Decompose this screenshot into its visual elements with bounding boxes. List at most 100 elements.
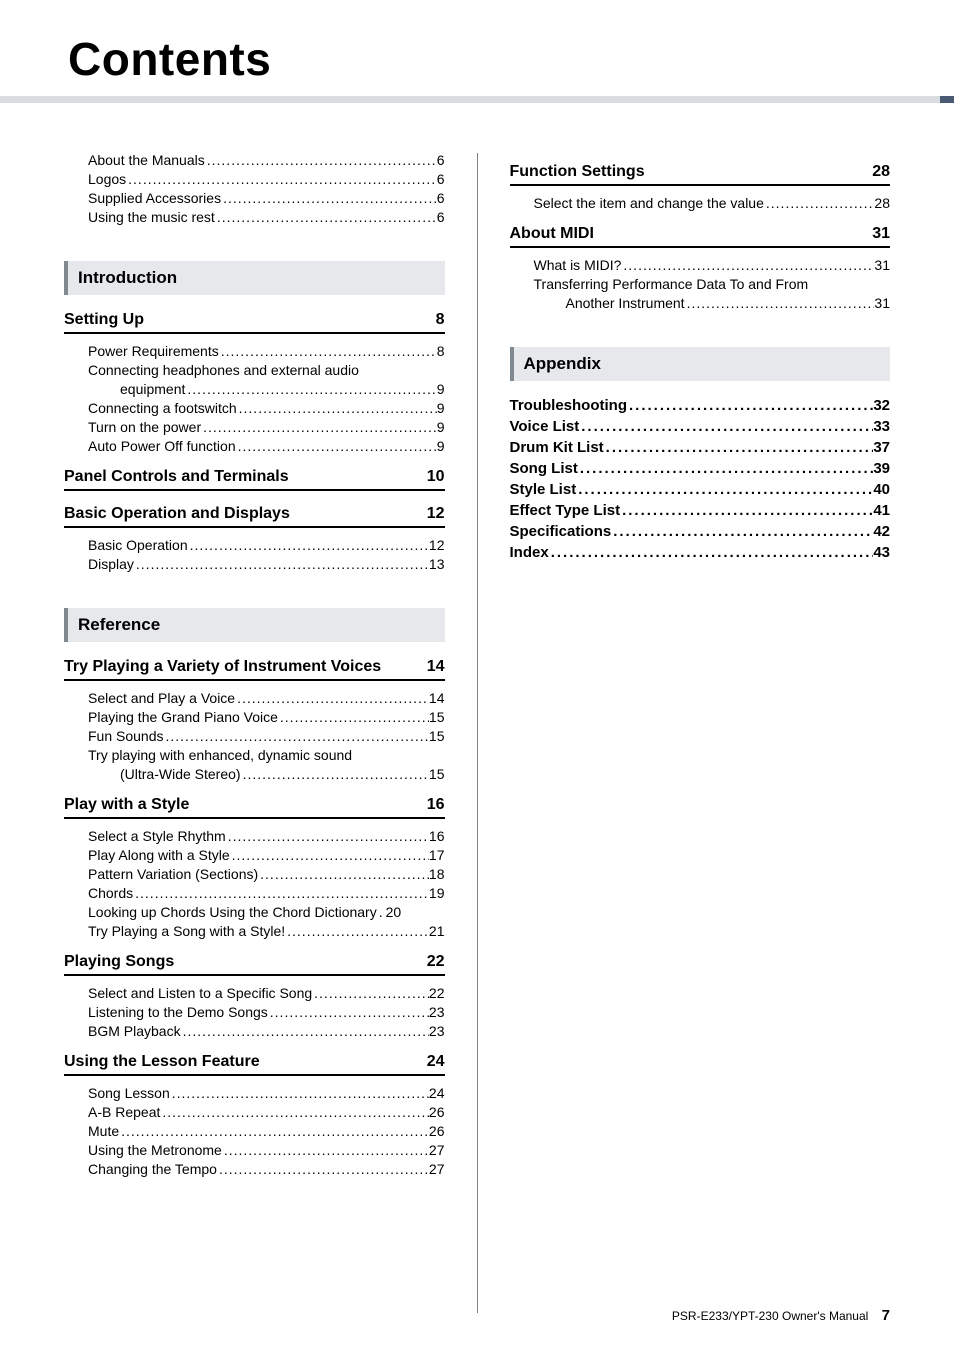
toc-entry-bold[interactable]: Style List..............................… <box>510 481 891 498</box>
toc-entry[interactable]: A-B Repeat..............................… <box>64 1104 445 1120</box>
toc-entry-page: 31 <box>874 295 890 311</box>
toc-entry-label: About the Manuals <box>88 152 205 168</box>
toc-heading[interactable]: Basic Operation and Displays12 <box>64 505 445 528</box>
toc-heading[interactable]: Using the Lesson Feature24 <box>64 1053 445 1076</box>
toc-entry-label: Playing the Grand Piano Voice <box>88 709 278 725</box>
toc-entry[interactable]: Play Along with a Style.................… <box>64 847 445 863</box>
toc-entry[interactable]: Playing the Grand Piano Voice...........… <box>64 709 445 725</box>
toc-entry-continuation[interactable]: equipment...............................… <box>64 381 445 397</box>
toc-leader-dots: ........................................… <box>134 556 429 572</box>
toc-entry-label: Using the music rest <box>88 209 215 225</box>
section-heading: Introduction <box>64 261 445 295</box>
toc-entry[interactable]: Select and Listen to a Specific Song....… <box>64 985 445 1001</box>
toc-heading[interactable]: Function Settings28 <box>510 163 891 186</box>
toc-entry-bold[interactable]: Troubleshooting.........................… <box>510 397 891 414</box>
toc-entry-label: Voice List <box>510 418 580 435</box>
toc-heading-label: Try Playing a Variety of Instrument Voic… <box>64 658 381 676</box>
toc-entry[interactable]: Mute....................................… <box>64 1123 445 1139</box>
toc-entry[interactable]: Fun Sounds..............................… <box>64 728 445 744</box>
toc-heading[interactable]: Playing Songs22 <box>64 953 445 976</box>
toc-entry[interactable]: Power Requirements......................… <box>64 343 445 359</box>
toc-leader-dots: ........................................… <box>621 257 874 273</box>
toc-entry[interactable]: Transferring Performance Data To and Fro… <box>510 276 891 292</box>
toc-entry[interactable]: Changing the Tempo......................… <box>64 1161 445 1177</box>
toc-heading[interactable]: Play with a Style16 <box>64 796 445 819</box>
column-divider <box>477 153 478 1313</box>
toc-entry-bold[interactable]: Index...................................… <box>510 544 891 561</box>
toc-entry[interactable]: Connecting a footswitch.................… <box>64 400 445 416</box>
toc-entry-bold[interactable]: Song List...............................… <box>510 460 891 477</box>
toc-heading-page: 24 <box>427 1053 445 1071</box>
toc-leader-dots: ........................................… <box>230 847 429 863</box>
toc-entry-bold[interactable]: Effect Type List........................… <box>510 502 891 519</box>
page-title: Contents <box>68 32 890 86</box>
toc-heading[interactable]: About MIDI31 <box>510 225 891 248</box>
toc-entry[interactable]: Pattern Variation (Sections)............… <box>64 866 445 882</box>
toc-heading-page: 8 <box>436 311 445 329</box>
toc-leader-dots: ........................................… <box>285 923 429 939</box>
toc-entry-page: 22 <box>429 985 445 1001</box>
toc-entry-label: Connecting a footswitch <box>88 400 237 416</box>
toc-heading[interactable]: Setting Up8 <box>64 311 445 334</box>
toc-entry-continuation[interactable]: Another Instrument......................… <box>510 295 891 311</box>
footer: PSR-E233/YPT-230 Owner's Manual 7 <box>672 1307 890 1324</box>
toc-entry-page: 27 <box>429 1161 445 1177</box>
toc-entry-page: 31 <box>874 257 890 273</box>
toc-entry-label: Pattern Variation (Sections) <box>88 866 258 882</box>
toc-leader-dots: ........................................… <box>221 190 437 206</box>
toc-leader-dots: ........................................… <box>278 709 429 725</box>
toc-entry[interactable]: Try playing with enhanced, dynamic sound <box>64 747 445 763</box>
toc-entry[interactable]: Auto Power Off function.................… <box>64 438 445 454</box>
toc-entry-label: Select the item and change the value <box>534 195 764 211</box>
toc-entry[interactable]: Looking up Chords Using the Chord Dictio… <box>64 904 445 920</box>
toc-entry[interactable]: Select a Style Rhythm...................… <box>64 828 445 844</box>
toc-heading-label: Panel Controls and Terminals <box>64 468 289 486</box>
toc-entry[interactable]: Try Playing a Song with a Style!........… <box>64 923 445 939</box>
toc-entry-page: 20 <box>386 904 402 920</box>
toc-entry[interactable]: Using the music rest....................… <box>64 209 445 225</box>
toc-entry[interactable]: What is MIDI?...........................… <box>510 257 891 273</box>
toc-entry-label: Another Instrument <box>566 295 685 311</box>
toc-entry-page: 24 <box>429 1085 445 1101</box>
toc-entry-page: 14 <box>429 690 445 706</box>
toc-entry-page: 18 <box>429 866 445 882</box>
toc-entry[interactable]: Song Lesson.............................… <box>64 1085 445 1101</box>
toc-entry[interactable]: BGM Playback............................… <box>64 1023 445 1039</box>
toc-heading[interactable]: Try Playing a Variety of Instrument Voic… <box>64 658 445 681</box>
toc-entry-page: 27 <box>429 1142 445 1158</box>
toc-entry[interactable]: Basic Operation.........................… <box>64 537 445 553</box>
toc-heading-label: About MIDI <box>510 225 594 243</box>
toc-entry-page: 32 <box>873 397 890 414</box>
toc-leader-dots: ........................................… <box>579 418 873 435</box>
toc-entry[interactable]: Display.................................… <box>64 556 445 572</box>
toc-leader-dots: ........................................… <box>188 537 429 553</box>
toc-entry[interactable]: Select and Play a Voice.................… <box>64 690 445 706</box>
toc-leader-dots: ........................................… <box>312 985 429 1001</box>
toc-leader-dots: ........................................… <box>576 481 873 498</box>
toc-entry-page: 9 <box>437 400 445 416</box>
toc-entry[interactable]: Chords..................................… <box>64 885 445 901</box>
toc-entry[interactable]: Turn on the power.......................… <box>64 419 445 435</box>
toc-entry-label: Supplied Accessories <box>88 190 221 206</box>
toc-entry[interactable]: Listening to the Demo Songs.............… <box>64 1004 445 1020</box>
toc-entry-bold[interactable]: Voice List..............................… <box>510 418 891 435</box>
toc-entry[interactable]: Logos...................................… <box>64 171 445 187</box>
toc-heading-page: 16 <box>427 796 445 814</box>
toc-entry[interactable]: Select the item and change the value....… <box>510 195 891 211</box>
toc-leader-dots: ........................................… <box>764 195 875 211</box>
toc-leader-dots: ........................................… <box>578 460 873 477</box>
toc-heading-page: 28 <box>872 163 890 181</box>
toc-heading[interactable]: Panel Controls and Terminals10 <box>64 468 445 491</box>
toc-leader-dots: ........................................… <box>604 439 874 456</box>
title-rule <box>0 96 954 103</box>
toc-entry[interactable]: Supplied Accessories....................… <box>64 190 445 206</box>
toc-entry[interactable]: About the Manuals.......................… <box>64 152 445 168</box>
toc-entry[interactable]: Connecting headphones and external audio <box>64 362 445 378</box>
toc-entry-page: 6 <box>437 190 445 206</box>
toc-leader-dots: ........................................… <box>181 1023 429 1039</box>
toc-entry-bold[interactable]: Specifications..........................… <box>510 523 891 540</box>
toc-entry-label: Effect Type List <box>510 502 621 519</box>
toc-entry[interactable]: Using the Metronome.....................… <box>64 1142 445 1158</box>
toc-entry-continuation[interactable]: (Ultra-Wide Stereo).....................… <box>64 766 445 782</box>
toc-entry-bold[interactable]: Drum Kit List...........................… <box>510 439 891 456</box>
